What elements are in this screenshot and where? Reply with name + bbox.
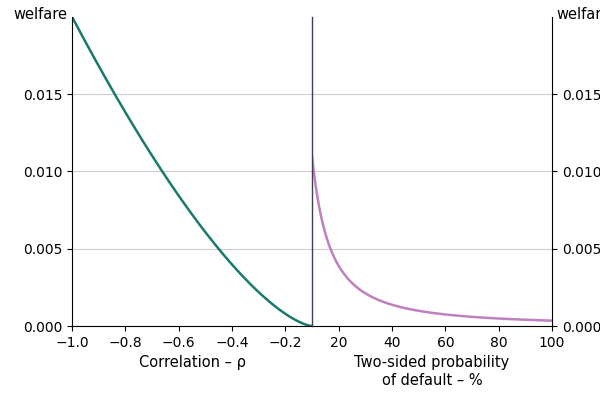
X-axis label: Correlation – ρ: Correlation – ρ [139, 355, 245, 370]
Y-axis label: welfare: welfare [13, 8, 67, 23]
X-axis label: Two-sided probability
of default – %: Two-sided probability of default – % [355, 355, 509, 388]
Y-axis label: welfare: welfare [557, 8, 600, 23]
